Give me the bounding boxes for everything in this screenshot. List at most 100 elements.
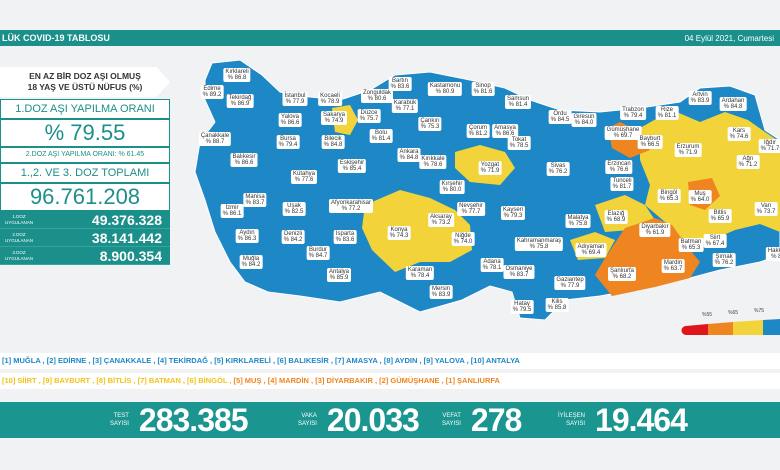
province-label: Niğde% 74.0 [451,232,475,246]
province-label: Mersin% 83.9 [429,285,453,299]
province-value: % 84.5 [550,117,570,123]
province-name: Elazığ [607,211,625,217]
province-name: Malatya [567,215,589,221]
province-name: Adana [483,259,501,265]
province-label: Bolu% 81.4 [369,129,393,143]
dose-sublabel: UYGULANAN [4,219,33,225]
province-value: % 73.2 [431,220,451,226]
legend-red [681,324,708,335]
province-name: Nevşehir [459,203,483,209]
province-value: % 84.8 [399,155,419,161]
province-value: % 71.2 [738,162,758,168]
province-value: % 74.9 [324,118,344,124]
province-name: Sivas [550,163,566,169]
province-name: Ardahan [721,98,745,104]
province-name: Konya [390,227,408,233]
province-value: % 79.3 [503,213,523,219]
province-name: Amasya [494,125,516,131]
province-name: Bayburt [639,136,661,142]
province-label: Trabzon% 79.4 [620,106,646,120]
province-value: % 73.7 [756,209,776,215]
province-name: Şanlıurfa [609,268,635,274]
province-value: % 86.6 [495,131,515,137]
province-label: Diyarbakır% 61.9 [639,223,671,237]
province-name: Bingöl [660,190,678,196]
province-label: Tekirdağ% 86.9 [226,94,254,108]
legend-scale [681,319,780,335]
province-value: % 83.9 [690,98,710,104]
province-label: Düzce% 75.7 [357,109,381,123]
province-label: Zonguldak% 80.6 [360,89,394,103]
province-label: Gaziantep% 77.9 [554,276,586,290]
first-dose-rate: % 79.55 [0,119,170,147]
province-name: Burdur [308,247,327,253]
province-label: Rize% 81.1 [655,106,679,120]
province-value: % 76.2 [548,169,568,175]
province-name: Manisa [245,194,265,200]
province-value: % 78.9 [320,99,340,105]
province-value: % 84.2 [283,237,303,243]
province-label: Erzincan% 76.6 [605,160,633,174]
province-label: Hatay% 79.5 [510,300,534,314]
province-label: İstanbul% 77.9 [282,92,308,106]
province-name: Bilecik [324,136,342,142]
legend-blue [763,319,780,335]
province-value: % 71.9 [480,168,500,174]
province-label: Giresun% 84.0 [571,113,597,127]
dose-value: 38.141.442 [91,229,162,246]
province-value: % 78.5 [509,143,529,149]
stat-value: 19.464 [595,401,688,438]
province-label: Ankara% 84.8 [397,148,421,162]
province-value: % 78.6 [423,162,443,168]
dose-label: 3.DOZ [12,249,26,255]
province-label: Ağrı% 71.2 [736,155,760,169]
province-name: Düzce [360,110,378,116]
province-value: % 82.5 [284,209,304,215]
date-label: 04 Eylül 2021, Cumartesi [684,33,774,43]
province-label: Kırıkkale% 78.6 [419,155,447,169]
province-value: % 78.1 [482,265,502,271]
province-name: Tokat [511,137,527,143]
stat-value: 278 [470,401,522,438]
map-yellow-konya [362,190,472,272]
province-value: % 84.2 [241,262,261,268]
province-label: Bartın% 83.6 [388,77,412,91]
bottom-list-yellow: [10] SİİRT , [9] BAYBURT , [8] BİTLİS , … [2,376,234,385]
province-value: % 85.4 [342,166,362,172]
province-name: Denizli [283,231,302,237]
province-name: Kars [732,128,746,134]
province-label: Iğdır% 71.7 [758,139,780,153]
province-value: % 86.9 [230,101,250,107]
province-label: Karabük% 77.1 [391,99,419,113]
province-label: Artvin% 83.9 [688,91,712,105]
province-name: Ankara [399,149,419,155]
province-value: % 64.0 [690,197,710,203]
dose-row: 2.DOZ UYGULANAN 38.141.442 [0,229,170,247]
province-name: Ağrı [742,156,754,162]
province-label: Afyonkarahisar% 77.2 [328,199,374,213]
page-title: LÜK COVID-19 TABLOSU [2,33,110,43]
province-name: Tekirdağ [228,95,252,101]
province-name: Gaziantep [556,277,584,283]
province-label: Batman% 65.3 [678,238,704,252]
province-name: Muş [694,191,706,197]
province-name: Kocaeli [320,93,340,99]
province-name: Trabzon [622,107,644,113]
province-value: % 84.8 [723,104,743,110]
province-name: Gümüşhane [606,127,640,133]
province-name: Van [760,203,772,209]
dose-sublabel: UYGULANAN [4,255,33,261]
province-value: % 76.2 [714,260,734,266]
province-value: % 77.9 [560,283,580,289]
province-label: Isparta% 83.6 [333,230,357,244]
province-name: Bartın [391,78,408,84]
province-label: Elazığ% 68.9 [604,210,628,224]
province-name: Samsun [506,96,530,102]
province-label: Bayburt% 66.5 [637,135,663,149]
province-label: Kocaeli% 78.9 [318,92,342,106]
province-value: % 65.3 [681,245,701,251]
province-name: Afyonkarahisar [330,200,372,206]
province-name: Tunceli [612,178,632,184]
province-value: % 83.6 [390,84,410,90]
province-name: Kayseri [502,207,524,213]
